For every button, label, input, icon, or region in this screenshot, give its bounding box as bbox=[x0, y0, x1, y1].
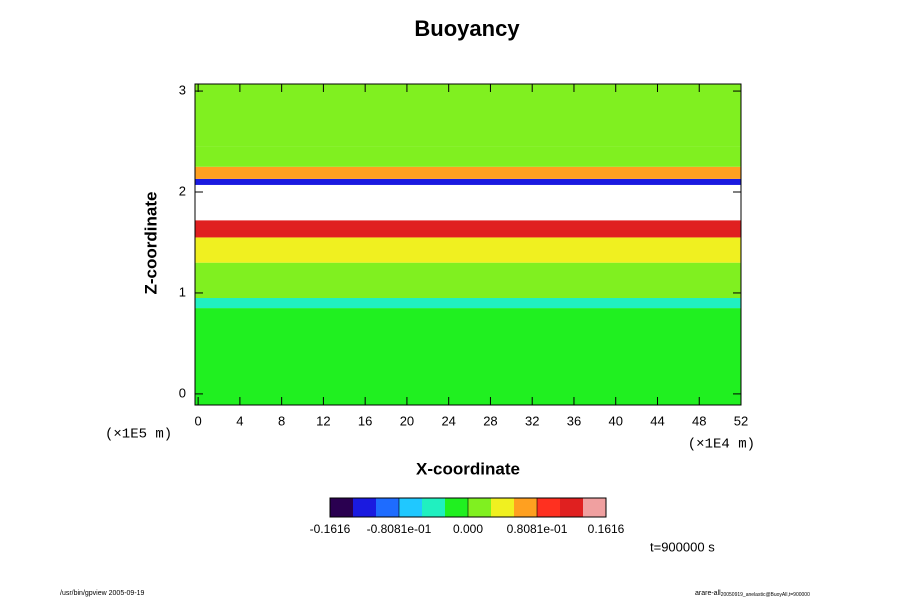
footer-left: /usr/bin/gpview 2005-09-19 bbox=[60, 590, 145, 597]
heatmap-band bbox=[195, 184, 741, 221]
y-tick-label: 2 bbox=[179, 183, 186, 198]
footer-right-sub: 20050919_anelastic@BuoyAll,t=900000 bbox=[721, 592, 810, 598]
colorbar-label: 0.8081e-01 bbox=[507, 522, 568, 536]
colorbar-segment bbox=[422, 498, 446, 517]
colorbar-segment bbox=[491, 498, 515, 517]
heatmap-band bbox=[195, 237, 741, 263]
colorbar-segment bbox=[560, 498, 584, 517]
y-tick-label: 3 bbox=[179, 83, 186, 98]
heatmap-band bbox=[195, 298, 741, 309]
x-tick-label: 24 bbox=[441, 413, 455, 428]
chart-title: Buoyancy bbox=[414, 16, 520, 41]
heatmap-band bbox=[195, 262, 741, 298]
colorbar-segment bbox=[376, 498, 400, 517]
x-tick-label: 16 bbox=[358, 413, 372, 428]
x-tick-label: 36 bbox=[567, 413, 581, 428]
y-axis-label: Z-coordinate bbox=[141, 192, 160, 295]
x-tick-label: 40 bbox=[608, 413, 622, 428]
x-tick-label: 20 bbox=[400, 413, 414, 428]
colorbar-segment bbox=[537, 498, 561, 517]
heatmap-band bbox=[195, 146, 741, 167]
x-tick-label: 4 bbox=[236, 413, 243, 428]
x-tick-label: 44 bbox=[650, 413, 664, 428]
colorbar-label: -0.1616 bbox=[310, 522, 351, 536]
x-tick-label: 52 bbox=[734, 413, 748, 428]
footer-right-main: arare-all bbox=[695, 590, 721, 597]
x-tick-label: 28 bbox=[483, 413, 497, 428]
y-tick-label: 1 bbox=[179, 284, 186, 299]
footer-right: arare-all20050919_anelastic@BuoyAll,t=90… bbox=[695, 590, 810, 598]
x-tick-label: 0 bbox=[195, 413, 202, 428]
x-unit: (×1E4 m) bbox=[688, 437, 755, 453]
x-tick-label: 12 bbox=[316, 413, 330, 428]
plot-frame bbox=[194, 83, 742, 406]
heatmap-band bbox=[195, 84, 741, 147]
y-tick-label: 0 bbox=[179, 385, 186, 400]
heatmap-band bbox=[195, 220, 741, 238]
colorbar-segment bbox=[583, 498, 607, 517]
heatmap-band bbox=[195, 178, 741, 185]
x-tick-label: 8 bbox=[278, 413, 285, 428]
colorbar-segment bbox=[468, 498, 492, 517]
heatmap-band bbox=[195, 166, 741, 179]
heatmap-band bbox=[195, 308, 741, 405]
x-tick-label: 32 bbox=[525, 413, 539, 428]
colorbar-label: -0.8081e-01 bbox=[367, 522, 432, 536]
time-label: t=900000 s bbox=[650, 539, 715, 554]
colorbar-segment bbox=[514, 498, 538, 517]
colorbar-segment bbox=[353, 498, 377, 517]
x-tick-label: 48 bbox=[692, 413, 706, 428]
colorbar-segment bbox=[399, 498, 423, 517]
colorbar-label: 0.1616 bbox=[588, 522, 625, 536]
colorbar-label: 0.000 bbox=[453, 522, 483, 536]
colorbar-segment bbox=[330, 498, 354, 517]
y-unit: (×1E5 m) bbox=[105, 427, 172, 443]
colorbar-segment bbox=[445, 498, 469, 517]
x-axis-label: X-coordinate bbox=[416, 459, 520, 478]
